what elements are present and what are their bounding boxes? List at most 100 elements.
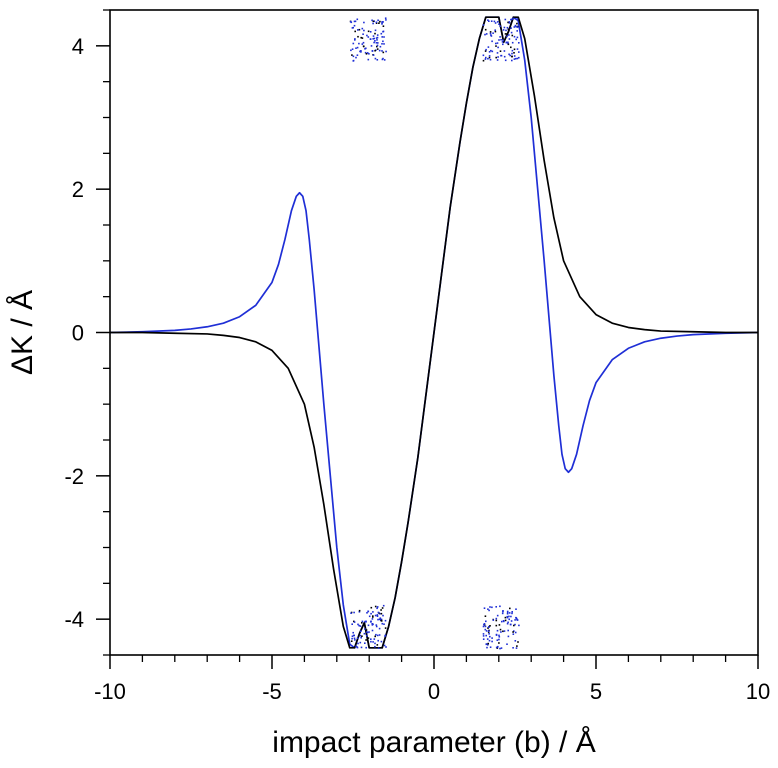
scatter-point (510, 620, 513, 622)
scatter-point (513, 35, 516, 38)
scatter-point (372, 623, 374, 625)
scatter-point (485, 56, 487, 59)
scatter-point (487, 19, 489, 21)
scatter-point (487, 46, 490, 48)
scatter-point (367, 610, 369, 613)
scatter-point (362, 33, 364, 35)
scatter-point (511, 55, 513, 58)
scatter-point (489, 646, 492, 648)
bottom-right-cluster (482, 605, 520, 650)
scatter-point (499, 50, 502, 52)
scatter-point (515, 38, 517, 41)
scatter-point (507, 41, 509, 44)
scatter-point (374, 57, 377, 60)
scatter-point (381, 622, 384, 625)
scatter-point (510, 18, 512, 21)
y-tick-label: 4 (72, 34, 84, 59)
scatter-point (495, 619, 498, 622)
scatter-point (513, 26, 516, 28)
scatter-point (356, 18, 359, 21)
scatter-point (379, 617, 382, 619)
scatter-point (374, 40, 376, 42)
scatter-point (506, 616, 509, 619)
scatter-point (378, 22, 380, 24)
scatter-point (376, 606, 379, 608)
scatter-point (368, 631, 370, 633)
scatter-point (489, 58, 492, 61)
scatter-point (374, 32, 376, 35)
scatter-point (495, 56, 497, 59)
scatter-point (367, 624, 370, 627)
scatter-point (515, 608, 517, 610)
scatter-point (351, 48, 354, 50)
scatter-point (506, 612, 509, 615)
scatter-point (496, 614, 499, 617)
scatter-point (365, 621, 367, 623)
scatter-point (506, 35, 508, 38)
scatter-point (499, 25, 501, 27)
scatter-point (509, 54, 511, 57)
scatter-point (512, 633, 515, 635)
scatter-point (366, 34, 368, 37)
scatter-point (516, 57, 519, 60)
scatter-point (498, 636, 501, 638)
scatter-point (514, 24, 517, 27)
scatter-point (365, 639, 367, 641)
black-curve-line (110, 16, 758, 649)
scatter-point (350, 21, 353, 24)
scatter-point (515, 617, 518, 619)
scatter-point (376, 615, 379, 617)
scatter-point (518, 51, 520, 53)
scatter-point (509, 607, 511, 610)
scatter-point (494, 30, 497, 33)
scatter-point (486, 646, 488, 649)
scatter-point (350, 612, 352, 614)
scatter-point (357, 35, 359, 38)
scatter-point (516, 18, 519, 20)
scatter-point (377, 618, 379, 621)
scatter-point (381, 43, 383, 45)
scatter-point (358, 624, 360, 627)
scatter-point (482, 59, 485, 62)
scatter-point (485, 643, 488, 646)
scatter-point (502, 29, 505, 31)
scatter-point (350, 49, 352, 52)
scatter-point (368, 615, 371, 618)
scatter-point (359, 634, 362, 637)
scatter-point (370, 621, 372, 623)
scatter-point (363, 21, 365, 24)
scatter-point (508, 21, 511, 23)
scatter-point (498, 642, 500, 644)
scatter-point (357, 29, 359, 31)
scatter-point (516, 36, 519, 39)
scatter-point (384, 627, 387, 629)
scatter-point (366, 631, 369, 634)
scatter-point (365, 53, 368, 55)
scatter-point (363, 29, 365, 32)
scatter-point (488, 609, 490, 612)
scatter-point (508, 615, 510, 618)
x-tick-label: 10 (746, 679, 770, 704)
scatter-point (377, 639, 379, 642)
scatter-point (380, 612, 383, 615)
scatter-point (361, 37, 364, 39)
scatter-point (385, 50, 387, 53)
scatter-point (367, 36, 370, 38)
scatter-point (354, 20, 357, 23)
scatter-point (382, 604, 385, 607)
scatter-point (356, 637, 359, 639)
scatter-point (487, 630, 490, 632)
scatter-point (482, 638, 485, 640)
scatter-point (352, 42, 355, 45)
scatter-point (489, 635, 491, 638)
scatter-point (507, 21, 509, 24)
scatter-point (504, 33, 507, 35)
scatter-point (516, 48, 519, 50)
scatter-point (487, 631, 490, 633)
scatter-point (358, 42, 360, 45)
scatter-point (491, 640, 493, 643)
scatter-point (379, 20, 381, 23)
scatter-point (482, 24, 485, 26)
scatter-point (486, 638, 489, 640)
scatter-point (353, 611, 355, 614)
